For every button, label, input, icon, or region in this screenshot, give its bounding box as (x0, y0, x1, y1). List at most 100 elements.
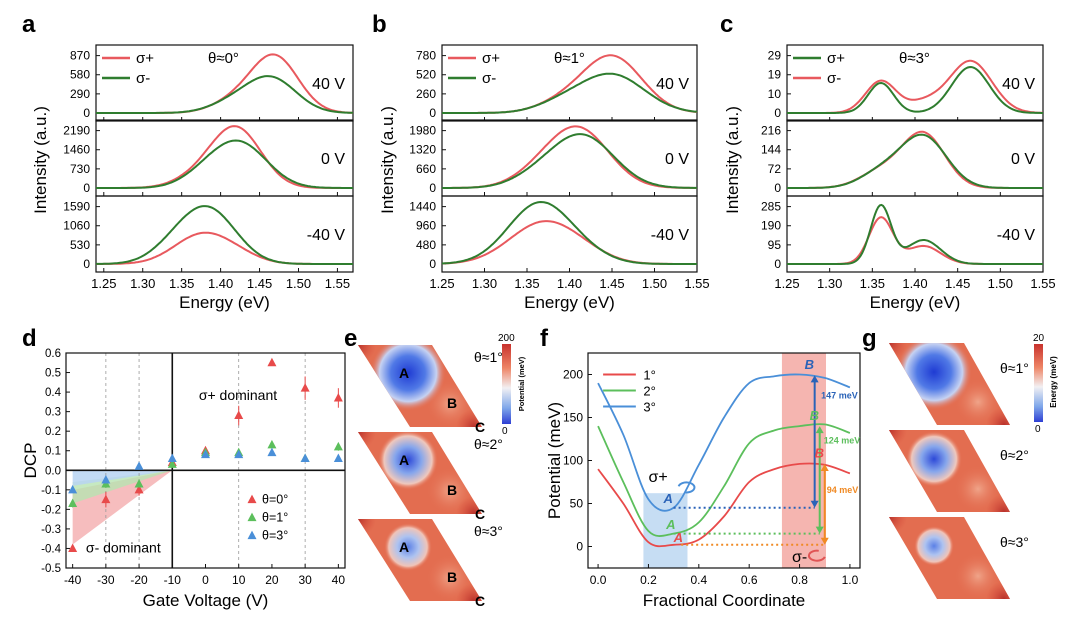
x-tick-label: 10 (232, 573, 246, 587)
y-tick-label: 0 (83, 257, 90, 271)
arrow-head (815, 426, 824, 434)
x-tick-label: 1.30 (472, 276, 497, 291)
legend-label: 2° (643, 384, 655, 399)
potential-map-3deg (358, 519, 482, 601)
spin-arrow-minus (807, 549, 826, 562)
y-tick-label: 730 (70, 162, 90, 176)
spectra-panel-c: 0 10 19 29 40 V 0 72 144 216 0 V 0 95 190 285 -40 V 1.2… (723, 44, 1056, 312)
y-tick-label: 0.6 (45, 348, 61, 360)
y-tick-label: 1590 (63, 200, 90, 214)
y-tick-label: 72 (768, 162, 782, 176)
spectra-panel-b: 0 260 520 780 40 V 0 660 1320 1980 0 V 0 480 960 1440… (378, 44, 710, 312)
y-tick-label: 0.0 (45, 465, 61, 477)
data-point (68, 498, 78, 507)
y-tick-label: -0.1 (41, 485, 61, 497)
point-label-b: B (815, 446, 824, 461)
energy-map-3deg (889, 517, 1010, 599)
map-e-label-b-2: B (447, 482, 457, 498)
panel-letter-c: c (720, 11, 733, 38)
y-axis-label: Intensity (a.u.) (378, 106, 397, 214)
x-tick-label: 0.8 (791, 573, 808, 587)
map-e-label-b-3: B (447, 569, 457, 585)
y-tick-label: 0 (774, 106, 781, 120)
x-tick-label: 1.40 (902, 276, 927, 291)
x-tick-label: 30 (298, 573, 312, 587)
colorbar-e-min: 0 (502, 426, 508, 437)
map-e-theta-1: θ≈1° (474, 349, 503, 365)
arrow-head (810, 375, 819, 383)
map-e-theta-3: θ≈3° (474, 523, 503, 539)
legend-marker (247, 494, 257, 504)
panel-letter-a: a (22, 11, 36, 38)
y-tick-label: 780 (416, 49, 436, 63)
colorbar-g (1034, 344, 1043, 422)
legend-marker (247, 530, 257, 540)
x-tick-label: 1.25 (429, 276, 454, 291)
y-tick-label: 190 (761, 219, 781, 233)
voltage-label: -40 V (307, 227, 346, 244)
x-tick-label: -10 (164, 573, 182, 587)
spectrum-frame (95, 119, 354, 197)
point-label-a: A (663, 491, 673, 506)
legend-label: θ=3° (262, 529, 288, 543)
theta-label: θ≈0° (208, 50, 239, 67)
y-axis-label: Intensity (a.u.) (723, 106, 742, 214)
y-tick-label: 0 (83, 181, 90, 195)
x-tick-label: -30 (97, 573, 115, 587)
x-axis-label: Fractional Coordinate (643, 591, 806, 610)
data-point (101, 475, 111, 484)
x-tick-label: 1.35 (514, 276, 539, 291)
energy-map-1deg (889, 343, 1010, 425)
x-axis-label: Gate Voltage (V) (143, 591, 269, 610)
legend-label: σ- (136, 70, 150, 87)
y-tick-label: 1460 (63, 143, 90, 157)
spin-label-minus: σ- (792, 549, 807, 566)
x-tick-label: 1.40 (557, 276, 582, 291)
legend-label: σ- (827, 70, 841, 87)
data-point (300, 453, 310, 463)
point-label-a: A (665, 517, 675, 532)
shade-green (72, 470, 173, 504)
y-tick-label: 0 (774, 181, 781, 195)
spectrum-frame (786, 119, 1044, 197)
map-e-label-a-2: A (399, 452, 409, 468)
dcp-chart: -0.5 -0.4 -0.3 -0.2 -0.1 0.0 0.1 0.2 0.3 0.4 0.5 0.… (21, 348, 346, 610)
data-point (167, 459, 177, 468)
y-tick-label: 660 (416, 162, 436, 176)
y-tick-label: -0.2 (41, 504, 61, 516)
x-tick-label: 1.40 (208, 276, 233, 291)
energy-maps: θ≈1° θ≈2° θ≈3° 20 0 Energy (meV) (889, 333, 1058, 599)
y-tick-label: 29 (768, 49, 782, 63)
theta-label: θ≈3° (899, 50, 930, 67)
potential-map-1deg (358, 345, 482, 427)
y-tick-label: -0.3 (41, 524, 61, 536)
map-g-theta-3: θ≈3° (1000, 534, 1029, 550)
x-tick-label: 1.0 (842, 573, 859, 587)
data-point (267, 447, 277, 457)
legend-label: σ- (482, 70, 496, 87)
spectrum-line (787, 65, 1043, 114)
energy-label-2deg: 124 meV (824, 435, 861, 445)
map-g-theta-1: θ≈1° (1000, 360, 1029, 376)
x-tick-label: 1.25 (774, 276, 799, 291)
point-label-b: B (805, 357, 814, 372)
y-tick-label: 95 (768, 238, 782, 252)
potential-curve (597, 423, 851, 537)
y-tick-label: 200 (563, 368, 583, 382)
map-e-theta-2: θ≈2° (474, 436, 503, 452)
arrow-head (815, 526, 824, 534)
data-point (134, 461, 144, 470)
data-point (68, 484, 78, 494)
y-tick-label: 0.4 (45, 387, 62, 399)
potential-map-2deg (358, 432, 482, 514)
arrow-head (810, 500, 819, 508)
spectrum-line (96, 125, 353, 189)
x-axis-label: Energy (eV) (179, 293, 270, 312)
x-tick-label: 0.0 (590, 573, 607, 587)
annotation-minus: σ- dominant (86, 539, 161, 555)
energy-map-2deg (889, 430, 1010, 512)
map-g-theta-2: θ≈2° (1000, 447, 1029, 463)
y-tick-label: 0 (429, 106, 436, 120)
panel-letter-f: f (540, 325, 549, 352)
legend-label: σ+ (827, 50, 845, 67)
